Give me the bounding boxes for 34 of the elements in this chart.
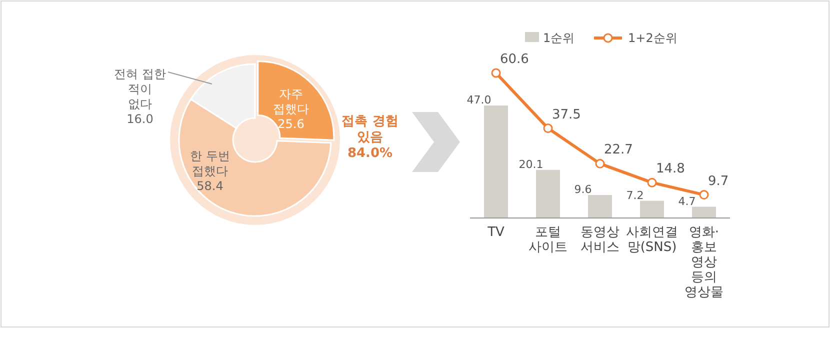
data-label: 47.0 <box>466 94 492 107</box>
data-label: 37.5 <box>552 107 581 122</box>
data-label: 7.2 <box>626 188 644 202</box>
slice-label: 전혀 접한 적이 없다 <box>114 67 166 111</box>
text: 접촉 경험 있음 84.0% <box>342 114 398 161</box>
data-label: 22.7 <box>604 142 633 158</box>
data-label: 9.6 <box>574 183 592 196</box>
data-label: 20.1 <box>518 158 544 171</box>
bar <box>588 195 612 218</box>
point <box>543 124 553 134</box>
bar <box>640 200 664 218</box>
point <box>647 178 657 188</box>
bar <box>692 206 716 218</box>
slice-label: 자주 접했다 <box>273 87 309 116</box>
bar <box>536 170 560 218</box>
bar <box>484 106 508 218</box>
point <box>699 190 709 200</box>
x-tick-label: 동영상 서비스 <box>580 225 620 255</box>
data-label: 14.8 <box>656 162 685 177</box>
x-tick-label: TV <box>486 225 505 240</box>
point <box>595 158 605 168</box>
slice-label: 한 두번 접했다 <box>190 149 230 178</box>
data-label: 60.6 <box>500 52 529 67</box>
data-label: 9.7 <box>708 174 729 189</box>
data-label: 58.4 <box>196 179 224 193</box>
x-tick-label: 포털 사이트 <box>528 225 568 255</box>
point <box>491 68 501 78</box>
legend-label: 1순위 <box>543 31 575 45</box>
data-label: 4.7 <box>678 194 696 208</box>
x-tick-label: 사회연결 망(SNS) <box>626 225 678 255</box>
legend-label: 1+2순위 <box>628 31 678 45</box>
x-tick-label: 영화· 홍보 영상 등의 영상물 <box>684 225 724 300</box>
data-label: 25.6 <box>278 117 304 131</box>
data-label: 16.0 <box>126 112 154 126</box>
